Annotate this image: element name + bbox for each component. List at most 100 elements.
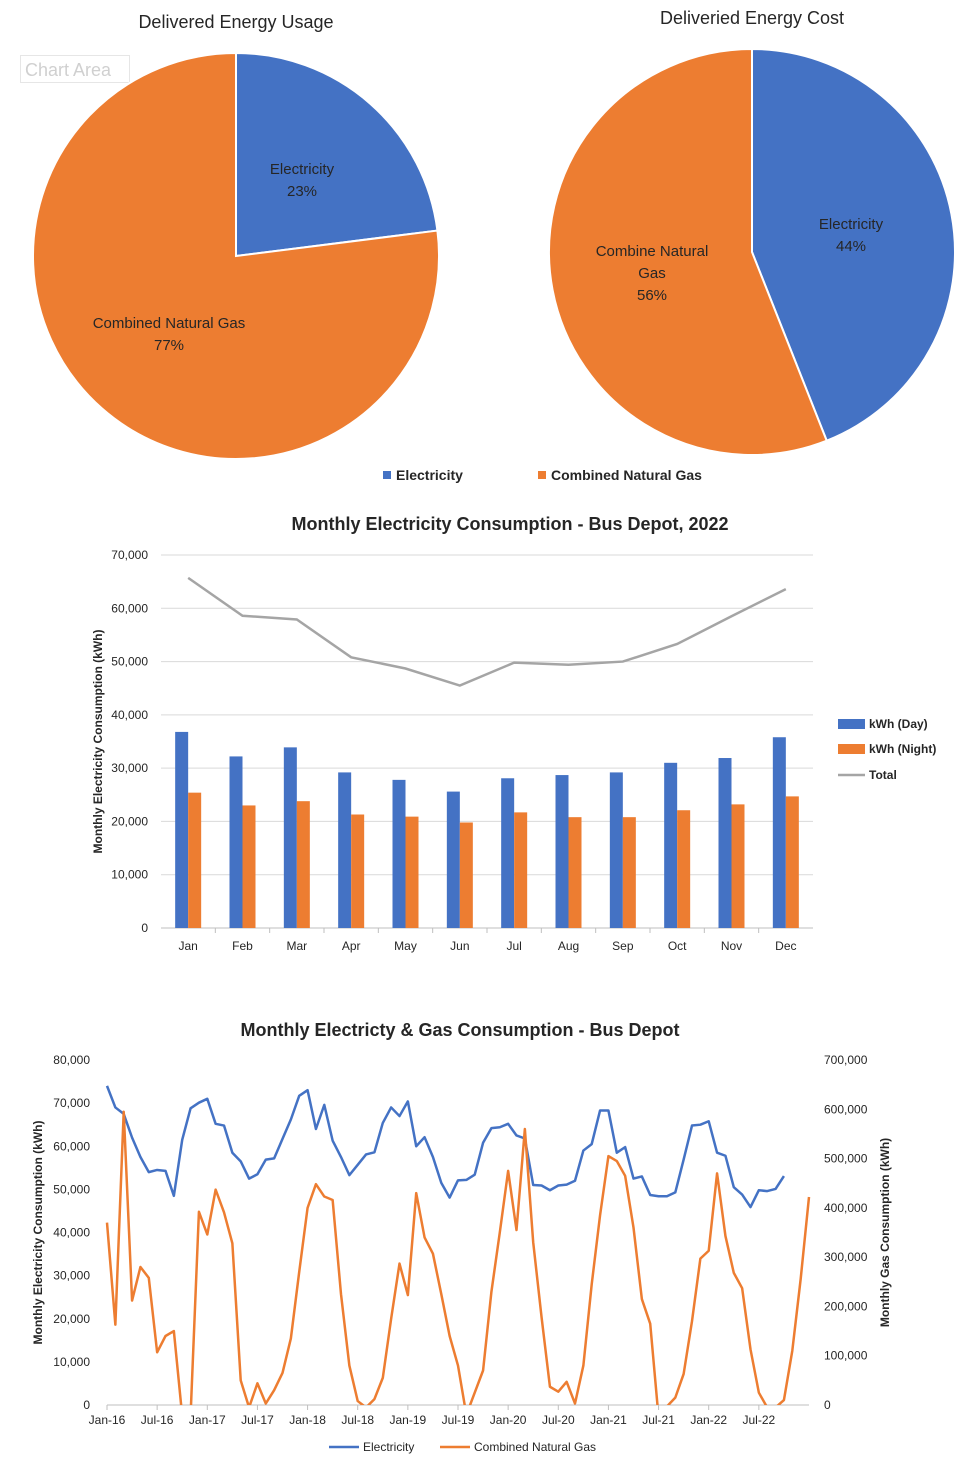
y-tick-label: 70,000 xyxy=(111,548,148,562)
pie-data-label-line: Electricity xyxy=(270,161,335,178)
x-tick-label: Mar xyxy=(286,939,307,953)
y-tick-label-right: 700,000 xyxy=(824,1053,868,1067)
pie-slice-electricity xyxy=(235,51,439,258)
y-tick-label-right: 500,000 xyxy=(824,1152,868,1166)
bar-kwh-night xyxy=(459,822,473,928)
bar-kwh-night xyxy=(514,812,528,928)
bar-kwh-night xyxy=(568,817,582,928)
y-tick-label: 10,000 xyxy=(111,868,148,882)
y-tick-label: 50,000 xyxy=(111,655,148,669)
y-tick-label-right: 0 xyxy=(824,1398,831,1412)
x-tick-label: Nov xyxy=(721,939,742,953)
y-tick-label-right: 600,000 xyxy=(824,1102,868,1116)
legend-label-electricity: Electricity xyxy=(396,467,463,483)
legend-label-electricity: Electricity xyxy=(363,1440,414,1454)
y-tick-label-right: 200,000 xyxy=(824,1299,868,1313)
legend-label-combined-natural-gas: Combined Natural Gas xyxy=(551,467,702,483)
monthly-electricity-bar-chart: Monthly Electricity Consumption - Bus De… xyxy=(91,514,936,953)
bar-kwh-day xyxy=(283,747,297,928)
cost-pie-chart: Deliveried Energy Cost Electricity 44% Comb… xyxy=(548,8,956,456)
pie-data-label-line: Combined Natural Gas xyxy=(93,315,246,332)
pie-slice-combine-natural-gas xyxy=(548,47,829,456)
legend-label-kwh-night: kWh (Night) xyxy=(869,742,936,756)
pie-data-label-line: Electricity xyxy=(819,216,884,233)
y-tick-label-left: 30,000 xyxy=(53,1269,90,1283)
bar-kwh-day xyxy=(446,791,460,928)
y-axis-title: Monthly Electricity Consumption (kWh) xyxy=(91,629,105,853)
pie-data-label-line: 23% xyxy=(287,183,317,200)
pie-data-label-line: Combine Natural xyxy=(596,243,709,260)
monthly-electricity-gas-line-chart: Monthly Electricty & Gas Consumption - B… xyxy=(31,1020,892,1454)
chart-area-tooltip: Chart Area xyxy=(20,55,130,83)
bar-kwh-night xyxy=(622,817,636,928)
y-tick-label-left: 0 xyxy=(83,1398,90,1412)
x-tick-label: Jul-16 xyxy=(141,1413,174,1427)
legend-label-combined-natural-gas: Combined Natural Gas xyxy=(474,1440,596,1454)
legend-swatch-combined-natural-gas xyxy=(538,471,546,479)
bar-kwh-day xyxy=(501,778,515,928)
bar-kwh-day xyxy=(338,772,352,928)
y-tick-label-right: 100,000 xyxy=(824,1349,868,1363)
pie-slice-combined-natural-gas xyxy=(32,51,440,460)
x-tick-label: Dec xyxy=(775,939,796,953)
y-tick-label: 20,000 xyxy=(111,814,148,828)
x-tick-label: Jul xyxy=(506,939,521,953)
line-combined-natural-gas xyxy=(105,1110,811,1405)
pie-data-label-line: 77% xyxy=(154,337,184,354)
x-tick-label: Apr xyxy=(342,939,361,953)
legend-label-total: Total xyxy=(869,768,897,782)
y-tick-label-left: 80,000 xyxy=(53,1053,90,1067)
bar-kwh-night xyxy=(677,810,691,928)
bar-kwh-day xyxy=(392,779,406,928)
y-tick-label-left: 20,000 xyxy=(53,1312,90,1326)
bar-kwh-night xyxy=(351,814,365,928)
bar-kwh-day xyxy=(229,756,243,928)
legend-swatch-electricity xyxy=(383,471,391,479)
x-tick-label: Aug xyxy=(558,939,579,953)
x-tick-label: Jan-16 xyxy=(89,1413,126,1427)
bar-kwh-day xyxy=(664,762,678,928)
y-tick-label: 30,000 xyxy=(111,761,148,775)
x-tick-label: May xyxy=(394,939,417,953)
y-tick-label-left: 40,000 xyxy=(53,1226,90,1240)
y-tick-label-left: 70,000 xyxy=(53,1096,90,1110)
y-tick-label-right: 400,000 xyxy=(824,1201,868,1215)
pie-data-label-combine-natural-gas: Combine Natural Gas 56% xyxy=(596,243,709,304)
bar-kwh-day xyxy=(175,731,189,928)
bar-kwh-day xyxy=(718,758,732,928)
pie-data-label-electricity: Electricity 44% xyxy=(819,216,884,255)
y-tick-label: 60,000 xyxy=(111,601,148,615)
x-tick-label: Jan-17 xyxy=(189,1413,226,1427)
pie-title: Deliveried Energy Cost xyxy=(660,8,844,28)
x-tick-label: Jul-21 xyxy=(642,1413,675,1427)
x-tick-label: Jun xyxy=(450,939,469,953)
bar-kwh-night xyxy=(188,792,202,928)
bar-kwh-night xyxy=(785,796,799,928)
x-tick-label: Jul-18 xyxy=(341,1413,374,1427)
x-tick-label: Oct xyxy=(668,939,687,953)
bar-kwh-day xyxy=(555,775,569,928)
chart-title: Monthly Electricty & Gas Consumption - B… xyxy=(240,1020,679,1040)
pie-slice-electricity xyxy=(751,47,956,443)
x-tick-label: Jul-20 xyxy=(542,1413,575,1427)
pie-data-label-line: 44% xyxy=(836,238,866,255)
x-tick-label: Jan-18 xyxy=(289,1413,326,1427)
y-tick-label-right: 300,000 xyxy=(824,1250,868,1264)
y-tick-label: 0 xyxy=(141,921,148,935)
pie-legend: Electricity Combined Natural Gas xyxy=(383,467,702,483)
pie-title: Delivered Energy Usage xyxy=(138,12,333,32)
pie-data-label-electricity: Electricity 23% xyxy=(270,161,335,200)
bar-kwh-night xyxy=(731,804,745,928)
x-tick-label: Jan xyxy=(178,939,197,953)
x-tick-label: Jul-19 xyxy=(442,1413,475,1427)
pie-data-label-combined-natural-gas: Combined Natural Gas 77% xyxy=(93,315,246,354)
usage-pie-chart: Delivered Energy Usage Electricity 23% Comb… xyxy=(32,12,440,460)
bar-kwh-night xyxy=(242,805,256,928)
bar-kwh-day xyxy=(772,737,786,928)
y-tick-label-left: 50,000 xyxy=(53,1182,90,1196)
x-tick-label: Jan-21 xyxy=(590,1413,627,1427)
legend-swatch-kwh-night xyxy=(838,744,865,754)
bar-kwh-night xyxy=(296,801,310,928)
y-tick-label: 40,000 xyxy=(111,708,148,722)
